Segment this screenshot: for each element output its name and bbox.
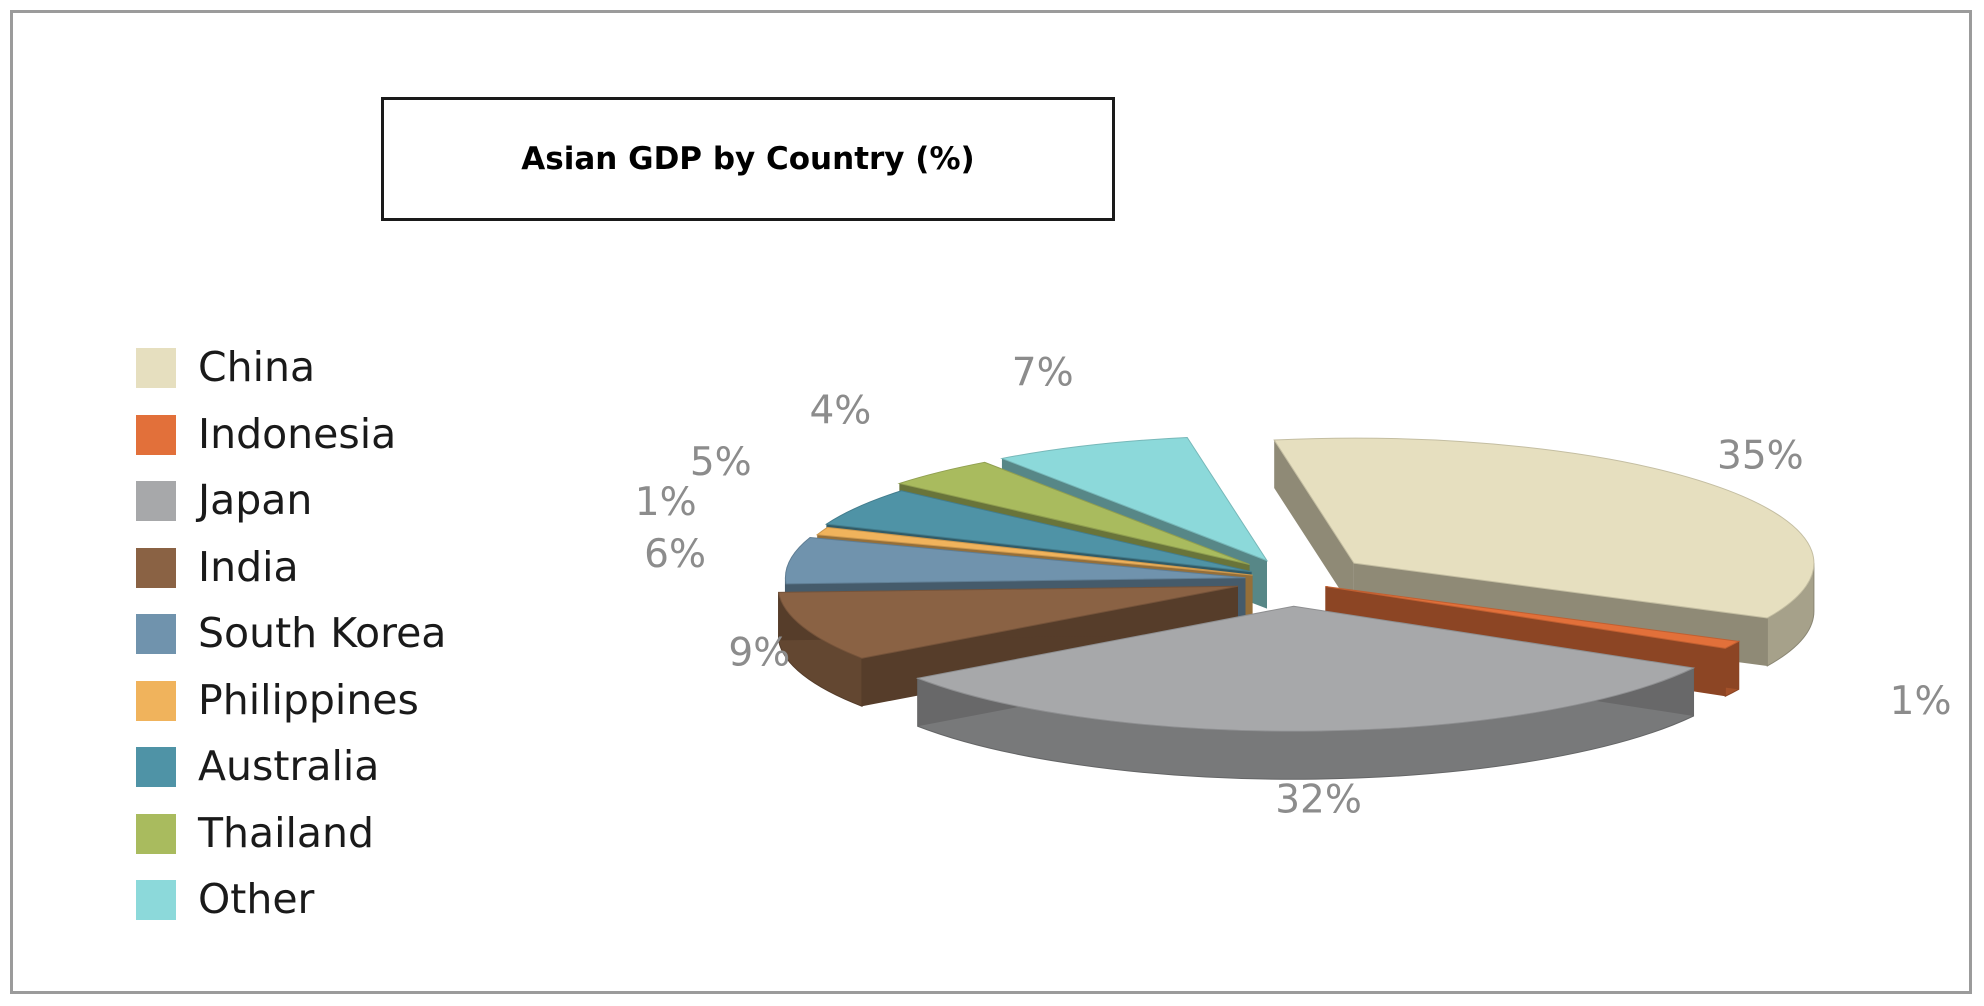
legend-swatch-indonesia <box>136 414 176 455</box>
legend-swatch-thailand <box>136 813 176 854</box>
value-label-other: 7% <box>1012 351 1074 396</box>
value-label-philippines: 1% <box>635 480 697 525</box>
slice-japan <box>915 605 1696 780</box>
value-label-thailand: 4% <box>809 388 871 433</box>
chart-title-box: Asian GDP by Country (%) <box>381 97 1115 221</box>
legend-label-australia: Australia <box>198 742 380 790</box>
legend-swatch-china <box>136 348 176 388</box>
legend-label-india: India <box>198 542 299 591</box>
legend-label-thailand: Thailand <box>198 808 375 857</box>
legend-label-south-korea: South Korea <box>198 609 447 657</box>
legend-swatch-australia <box>136 747 176 787</box>
value-label-china: 35% <box>1717 434 1804 479</box>
chart-title: Asian GDP by Country (%) <box>521 141 975 177</box>
legend-swatch-philippines <box>136 680 176 721</box>
legend-swatch-other <box>136 880 176 920</box>
legend-label-indonesia: Indonesia <box>198 409 397 458</box>
legend-label-japan: Japan <box>198 476 313 524</box>
value-label-south-korea: 6% <box>644 532 706 577</box>
value-label-indonesia: 1% <box>1890 679 1952 724</box>
legend-swatch-south-korea <box>136 614 176 654</box>
legend-swatch-india <box>136 547 176 588</box>
legend-swatch-japan <box>136 481 176 521</box>
legend-label-other: Other <box>198 875 315 923</box>
value-label-japan: 32% <box>1275 778 1362 823</box>
legend-label-philippines: Philippines <box>198 675 419 724</box>
value-label-australia: 5% <box>690 440 752 485</box>
legend-label-china: China <box>198 343 316 391</box>
value-label-india: 9% <box>728 630 790 675</box>
